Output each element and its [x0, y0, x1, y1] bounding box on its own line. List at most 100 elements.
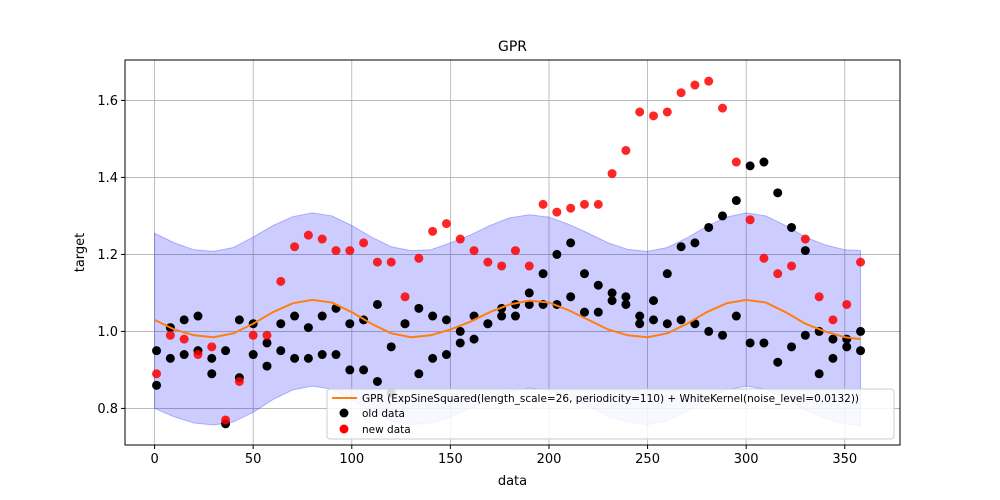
old-data-point	[331, 350, 341, 360]
old-data-point	[718, 330, 728, 340]
old-data-point	[303, 353, 313, 363]
new-data-point	[152, 369, 162, 379]
legend-old-label: old data	[362, 408, 405, 420]
old-data-point	[428, 311, 438, 321]
new-data-point	[497, 261, 507, 271]
old-data-point	[814, 369, 824, 379]
old-data-point	[234, 315, 244, 325]
old-data-point	[262, 338, 272, 348]
new-data-point	[510, 246, 520, 256]
old-data-point	[386, 342, 396, 352]
old-data-point	[152, 380, 162, 390]
new-data-point	[345, 246, 355, 256]
new-data-point	[207, 342, 217, 352]
new-data-point	[621, 145, 631, 155]
old-data-point	[414, 303, 424, 313]
x-tick-label: 200	[537, 452, 562, 467]
new-data-point	[745, 215, 755, 225]
old-data-point	[317, 350, 327, 360]
old-data-point	[787, 222, 797, 232]
new-data-point	[731, 157, 741, 167]
old-data-point	[524, 288, 534, 298]
old-data-point	[400, 319, 410, 329]
old-data-point	[759, 157, 769, 167]
axis-ticks: 0 50 100 150 200 250 300 350 0.8 1.0 1.2 1.4 1.6	[97, 94, 857, 467]
old-data-point	[207, 369, 217, 379]
old-data-point	[221, 346, 231, 356]
old-data-point	[745, 161, 755, 171]
old-data-point	[441, 350, 451, 360]
new-data-point	[676, 88, 686, 98]
x-axis-label: data	[498, 474, 527, 489]
old-data-point	[856, 346, 866, 356]
new-data-point	[290, 242, 300, 252]
old-data-point	[303, 323, 313, 333]
new-data-point	[842, 299, 852, 309]
old-data-point	[607, 296, 617, 306]
old-data-point	[773, 188, 783, 198]
old-data-point	[317, 311, 327, 321]
old-data-point	[759, 338, 769, 348]
legend-fit-label: GPR (ExpSineSquared(length_scale=26, per…	[362, 393, 859, 405]
old-data-point	[800, 246, 810, 256]
y-tick-label: 1.4	[97, 171, 118, 186]
old-data-point	[262, 361, 272, 371]
old-data-point	[800, 330, 810, 340]
new-data-point	[317, 234, 327, 244]
old-data-point	[179, 350, 189, 360]
fit-line	[154, 298, 861, 341]
new-data-point	[276, 276, 286, 286]
new-data-point	[704, 76, 714, 86]
old-data-point	[276, 346, 286, 356]
new-data-point	[566, 203, 576, 213]
old-data-point	[579, 307, 589, 317]
new-data-point	[524, 261, 534, 271]
old-data-point	[828, 334, 838, 344]
new-data-point	[331, 246, 341, 256]
old-data-point	[372, 376, 382, 386]
old-data-point	[359, 365, 369, 375]
new-data-point	[579, 199, 589, 209]
new-data-point	[648, 111, 658, 121]
gpr-fit-line	[154, 298, 861, 341]
legend-old-swatch	[339, 408, 349, 418]
old-data-point	[593, 307, 603, 317]
new-data-point	[538, 199, 548, 209]
x-tick-label: 0	[150, 452, 158, 467]
plot-frame	[124, 59, 901, 446]
data-points	[152, 76, 866, 429]
old-data-point	[787, 342, 797, 352]
old-data-point	[731, 196, 741, 206]
old-data-point	[455, 338, 465, 348]
old-data-point	[745, 338, 755, 348]
old-data-point	[704, 326, 714, 336]
new-data-point	[662, 107, 672, 117]
new-data-point	[469, 246, 479, 256]
old-data-point	[290, 353, 300, 363]
old-data-point	[828, 353, 838, 363]
new-data-point	[179, 334, 189, 344]
old-data-point	[662, 269, 672, 279]
new-data-point	[248, 330, 258, 340]
old-data-point	[566, 292, 576, 302]
old-data-point	[676, 315, 686, 325]
old-data-point	[635, 311, 645, 321]
y-axis-label: target	[73, 233, 88, 273]
old-data-point	[552, 249, 562, 259]
new-data-point	[193, 350, 203, 360]
legend: GPR (ExpSineSquared(length_scale=26, per…	[326, 388, 895, 440]
y-tick-label: 1.6	[97, 94, 118, 109]
old-data-point	[856, 326, 866, 336]
old-data-point	[276, 319, 286, 329]
legend-new-label: new data	[362, 424, 411, 436]
old-data-point	[510, 311, 520, 321]
old-data-point	[566, 238, 576, 248]
new-data-point	[773, 269, 783, 279]
new-data-point	[607, 169, 617, 179]
new-data-point	[483, 257, 493, 267]
old-data-point	[455, 326, 465, 336]
old-data-point	[497, 311, 507, 321]
old-data-point	[248, 350, 258, 360]
new-data-point	[372, 257, 382, 267]
new-data-point	[359, 238, 369, 248]
